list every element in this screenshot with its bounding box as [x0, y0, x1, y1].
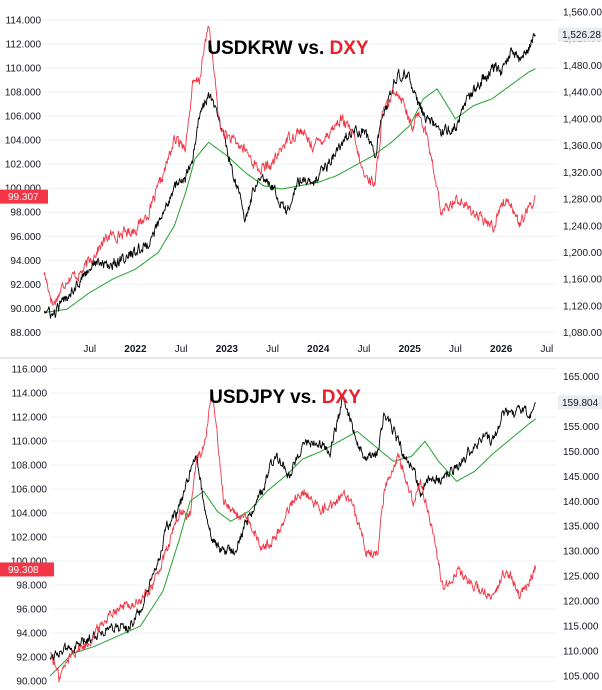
left-axis-tick-label: 102.000 [11, 533, 48, 544]
moving-average-line [43, 68, 536, 314]
dxy-series-line [43, 26, 536, 306]
left-axis-tick-label: 104.000 [5, 136, 42, 147]
left-axis-tick-label: 106.000 [11, 484, 48, 495]
left-axis-tick-label: 102.000 [5, 160, 42, 171]
x-axis-tick-label: 2023 [216, 344, 239, 355]
x-axis-tick-label: Jul [449, 344, 462, 355]
chart-title-dxy: DXY [322, 387, 361, 408]
left-axis-tick-label: 116.000 [12, 364, 48, 375]
right-axis-tick-label: 145.000 [563, 472, 600, 483]
left-axis-tick-label: 90.000 [10, 304, 41, 315]
x-axis-tick-label: Jul [175, 344, 188, 355]
left-axis-tick-label: 98.000 [10, 208, 41, 219]
right-axis-tick-label: 140.000 [563, 497, 600, 508]
dxy-last-value-badge [0, 562, 54, 577]
left-axis-tick-label: 114.000 [12, 388, 48, 399]
x-axis-tick-label: Jul [358, 344, 371, 355]
series-layer [43, 26, 536, 319]
left-axis-tick-label: 100.000 [11, 557, 48, 568]
right-axis-tick-label: 1,560.00 [563, 8, 602, 19]
right-axis-tick-label: 1,080.00 [563, 328, 602, 339]
left-axis-tick-label: 112.000 [6, 40, 42, 51]
right-axis-tick-label: 1,360.00 [563, 141, 602, 152]
x-axis-tick-label: Jul [266, 344, 279, 355]
right-axis-tick-label: 150.000 [563, 447, 600, 458]
left-axis-tick-label: 92.000 [16, 653, 47, 664]
left-axis-tick-label: 98.000 [16, 581, 47, 592]
grid [50, 368, 556, 682]
left-axis-tick-label: 90.000 [16, 677, 47, 688]
right-axis-tick-label: 105.000 [563, 672, 600, 683]
right-axis-tick-label: 125.000 [563, 572, 600, 583]
left-axis-tick-label: 110.000 [12, 436, 48, 447]
left-axis-tick-label: 96.000 [10, 232, 41, 243]
right-axis-tick-label: 165.000 [563, 372, 600, 383]
left-axis-tick-label: 88.000 [10, 328, 41, 339]
chart-title-pair: USDJPY vs. [209, 387, 316, 408]
chart-title-dxy: DXY [330, 38, 369, 59]
left-axis-tick-label: 112.000 [12, 412, 48, 423]
dxy-last-value: 99.307 [8, 192, 39, 203]
x-axis-tick-label: 2025 [399, 344, 422, 355]
x-axis-tick-label: Jul [83, 344, 96, 355]
fx-last-value-badge [558, 395, 602, 410]
right-axis-tick-label: 1,160.00 [563, 275, 602, 286]
fx-last-value-badge [558, 27, 602, 42]
right-axis-tick-label: 1,480.00 [563, 61, 602, 72]
dxy-last-value-badge [0, 189, 48, 204]
left-axis-tick-label: 94.000 [16, 629, 47, 640]
right-axis-tick-label: 1,400.00 [563, 114, 602, 125]
right-axis-tick-label: 1,240.00 [563, 221, 602, 232]
right-axis-tick-label: 130.000 [563, 547, 600, 558]
right-axis-tick-label: 135.000 [563, 522, 600, 533]
left-axis-tick-label: 100.000 [5, 184, 42, 195]
axes-layer: 88.000 90.000 92.000 94.000 96.000 98.000 100.… [0, 8, 602, 355]
fx-series-line [43, 33, 536, 319]
x-axis-tick-label: 2024 [307, 344, 330, 355]
right-axis-tick-label: 115.000 [563, 622, 599, 633]
axes-layer: 90.000 92.000 94.000 96.000 98.000 100.000 102… [0, 364, 602, 688]
fx-last-value: 1,526.28 [562, 30, 601, 41]
left-axis-tick-label: 114.000 [6, 16, 42, 27]
usdkrw-chart: 88.000 90.000 92.000 94.000 96.000 98.000 100.… [0, 8, 602, 355]
right-axis-tick-label: 1,440.00 [563, 88, 602, 99]
x-axis-tick-label: 2022 [124, 344, 147, 355]
chart-title-pair: USDKRW vs. [207, 38, 324, 59]
left-axis-tick-label: 108.000 [11, 460, 48, 471]
left-axis-tick-label: 110.000 [6, 64, 42, 75]
x-axis-tick-label: 2026 [490, 344, 513, 355]
right-axis-tick-label: 155.000 [563, 422, 600, 433]
left-axis-tick-label: 106.000 [5, 112, 42, 123]
right-axis-tick-label: 110.000 [563, 647, 599, 658]
left-axis-tick-label: 96.000 [16, 605, 47, 616]
left-axis-tick-label: 94.000 [10, 256, 41, 267]
chart-title: USDJPY vs. DXY [209, 387, 361, 408]
left-axis-tick-label: 108.000 [5, 88, 42, 99]
right-axis-tick-label: 120.000 [563, 597, 600, 608]
series-layer [49, 389, 537, 683]
chart-title: USDKRW vs. DXY [207, 38, 369, 59]
left-axis-tick-label: 104.000 [11, 508, 48, 519]
right-axis-tick-label: 1,200.00 [563, 248, 602, 259]
x-axis-tick-label: Jul [540, 344, 553, 355]
dxy-last-value: 99.308 [8, 565, 39, 576]
fx-series-line [49, 394, 537, 661]
dxy-series-line [49, 389, 537, 683]
right-axis-tick-label: 1,320.00 [563, 168, 602, 179]
left-axis-tick-label: 92.000 [10, 280, 41, 291]
right-axis-tick-label: 1,120.00 [563, 301, 602, 312]
usdjpy-chart: 90.000 92.000 94.000 96.000 98.000 100.000 102… [0, 364, 602, 688]
fx-last-value: 159.804 [562, 398, 599, 409]
right-axis-tick-label: 1,280.00 [563, 195, 602, 206]
grid [44, 19, 556, 344]
